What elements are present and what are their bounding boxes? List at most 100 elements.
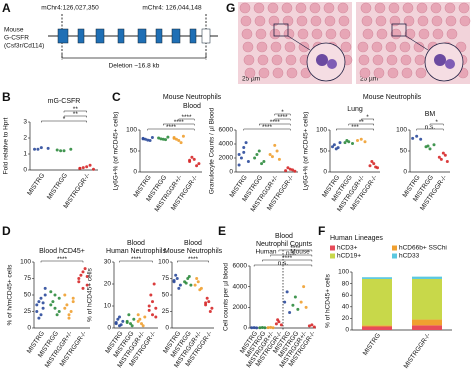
y-tick-label: 100 — [20, 259, 31, 266]
data-point — [415, 134, 419, 138]
data-point — [149, 293, 153, 297]
y-tick-label: 0 — [27, 325, 31, 332]
cell — [267, 2, 279, 14]
significance-bracket — [259, 123, 291, 126]
data-point — [177, 286, 181, 290]
y-axis-label: Cell counts per µl blood — [223, 263, 230, 331]
y-tick-label: 0 — [165, 325, 169, 332]
data-point — [273, 143, 277, 147]
data-point — [331, 145, 334, 149]
cell — [446, 28, 458, 40]
group-header: Human — [256, 249, 277, 256]
cell — [283, 28, 295, 40]
cell — [272, 67, 284, 79]
significance-label: n.s. — [278, 260, 289, 267]
cell — [390, 28, 402, 40]
group-header: Mouse Neutrophils — [163, 94, 222, 101]
data-point — [132, 317, 136, 321]
data-point — [439, 157, 443, 161]
y-tick-label: 0 — [323, 169, 327, 176]
cell — [285, 54, 297, 66]
data-point — [260, 325, 264, 329]
data-point — [255, 326, 259, 330]
data-point — [351, 141, 354, 145]
cell — [257, 54, 269, 66]
significance-label: **** — [57, 256, 68, 263]
significance-label: * — [63, 116, 66, 123]
data-point — [244, 141, 248, 145]
exon — [137, 28, 147, 44]
data-point — [192, 157, 196, 161]
data-point — [441, 151, 445, 155]
cell — [269, 28, 281, 40]
y-tick-label: 20 — [342, 315, 350, 322]
cell — [418, 28, 430, 40]
data-point — [57, 296, 61, 300]
y-tick-label: 0 — [107, 325, 111, 332]
data-point — [237, 153, 241, 156]
data-point — [426, 144, 430, 148]
chart-title: Blood — [127, 240, 145, 247]
bar-segment — [362, 277, 392, 279]
significance-bracket — [178, 118, 195, 121]
data-point — [91, 167, 95, 171]
data-point — [197, 162, 201, 166]
significance-bracket — [262, 259, 313, 262]
data-point — [279, 323, 283, 327]
data-point — [140, 322, 143, 326]
data-point — [37, 300, 41, 304]
data-point — [253, 156, 257, 160]
y-axis-label: Fold relative to Hprt — [3, 117, 10, 174]
significance-label: *** — [351, 124, 359, 131]
y-tick-label: 6000 — [233, 263, 248, 270]
cell — [324, 15, 336, 27]
y-tick-label: 100 — [126, 127, 137, 134]
gene-diagram: mChr4:126,027,350 mChr4: 126,044,148 Mou… — [4, 5, 218, 70]
data-point — [129, 322, 132, 326]
data-point — [445, 160, 449, 163]
nucleus — [445, 59, 455, 69]
nucleus — [434, 54, 446, 66]
cell — [253, 2, 265, 14]
data-point — [141, 137, 145, 141]
bar-segment — [362, 325, 392, 327]
x-tick-label: MISTRG — [362, 332, 382, 357]
data-point — [293, 295, 297, 299]
data-point — [33, 147, 37, 151]
data-point — [151, 300, 154, 304]
data-point — [428, 147, 432, 151]
cell — [254, 15, 266, 27]
data-point — [374, 165, 378, 169]
data-point — [79, 273, 83, 277]
data-point — [271, 326, 275, 330]
data-point — [62, 149, 66, 153]
panel-label: C — [112, 90, 121, 104]
significance-bracket — [429, 123, 444, 126]
y-tick-label: 20 — [104, 281, 112, 288]
significance-bracket — [177, 260, 209, 263]
cell — [459, 15, 471, 27]
cell — [417, 15, 429, 27]
exon — [189, 28, 197, 44]
y-tick-label: 75 — [24, 275, 32, 282]
legend-swatch — [392, 253, 397, 259]
cell — [244, 67, 256, 79]
significance-bracket — [40, 260, 84, 263]
significance-label: **** — [270, 119, 281, 126]
data-point — [138, 317, 142, 321]
cell — [338, 15, 350, 27]
data-point — [85, 165, 89, 169]
data-point — [118, 315, 121, 319]
data-point — [81, 270, 85, 274]
data-point — [257, 149, 261, 153]
data-point — [161, 137, 165, 141]
cell — [403, 15, 415, 27]
y-tick-label: 0 — [403, 169, 407, 176]
data-point — [130, 324, 134, 328]
y-tick-label: 6000 — [219, 127, 234, 134]
x-tick-label: MISTRGGR-/- — [403, 332, 432, 370]
data-point — [49, 303, 53, 307]
data-point — [81, 166, 85, 170]
cell — [375, 15, 387, 27]
cell — [311, 28, 323, 40]
